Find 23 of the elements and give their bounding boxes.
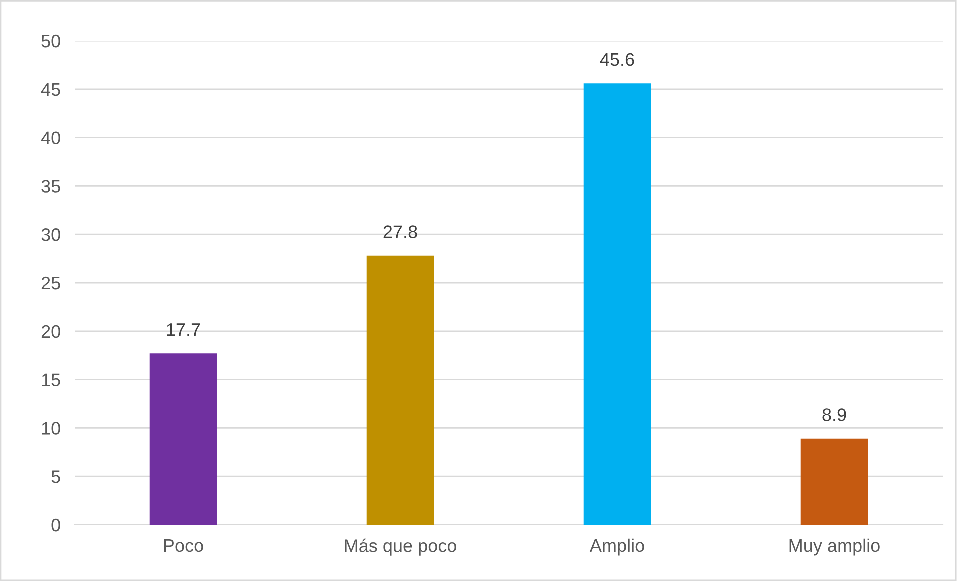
y-tick-label: 10 <box>42 422 60 435</box>
y-tick-label: 5 <box>52 470 60 484</box>
y-tick-label: 20 <box>42 325 60 338</box>
y-tick-label: 15 <box>42 374 60 387</box>
bar <box>584 84 652 525</box>
y-tick-label: 35 <box>42 180 60 193</box>
data-label: 8.9 <box>822 408 846 422</box>
y-tick-label: 30 <box>42 228 60 242</box>
y-tick-label: 50 <box>42 34 60 48</box>
bar <box>150 354 218 525</box>
y-tick-label: 45 <box>41 84 60 96</box>
y-tick-label: 0 <box>52 518 60 532</box>
y-tick-label: 25 <box>42 276 60 290</box>
bar <box>366 256 434 525</box>
data-label: 45.6 <box>600 53 634 66</box>
data-label: 27.8 <box>384 226 418 238</box>
y-tick-label: 40 <box>41 132 60 145</box>
data-label: 17.7 <box>167 324 200 336</box>
x-tick-label: Amplio <box>590 538 644 556</box>
x-tick-label: Muy amplio <box>790 538 880 556</box>
bar <box>800 438 868 525</box>
x-tick-label: Más que poco <box>345 538 456 556</box>
x-tick-label: Poco <box>164 540 204 552</box>
